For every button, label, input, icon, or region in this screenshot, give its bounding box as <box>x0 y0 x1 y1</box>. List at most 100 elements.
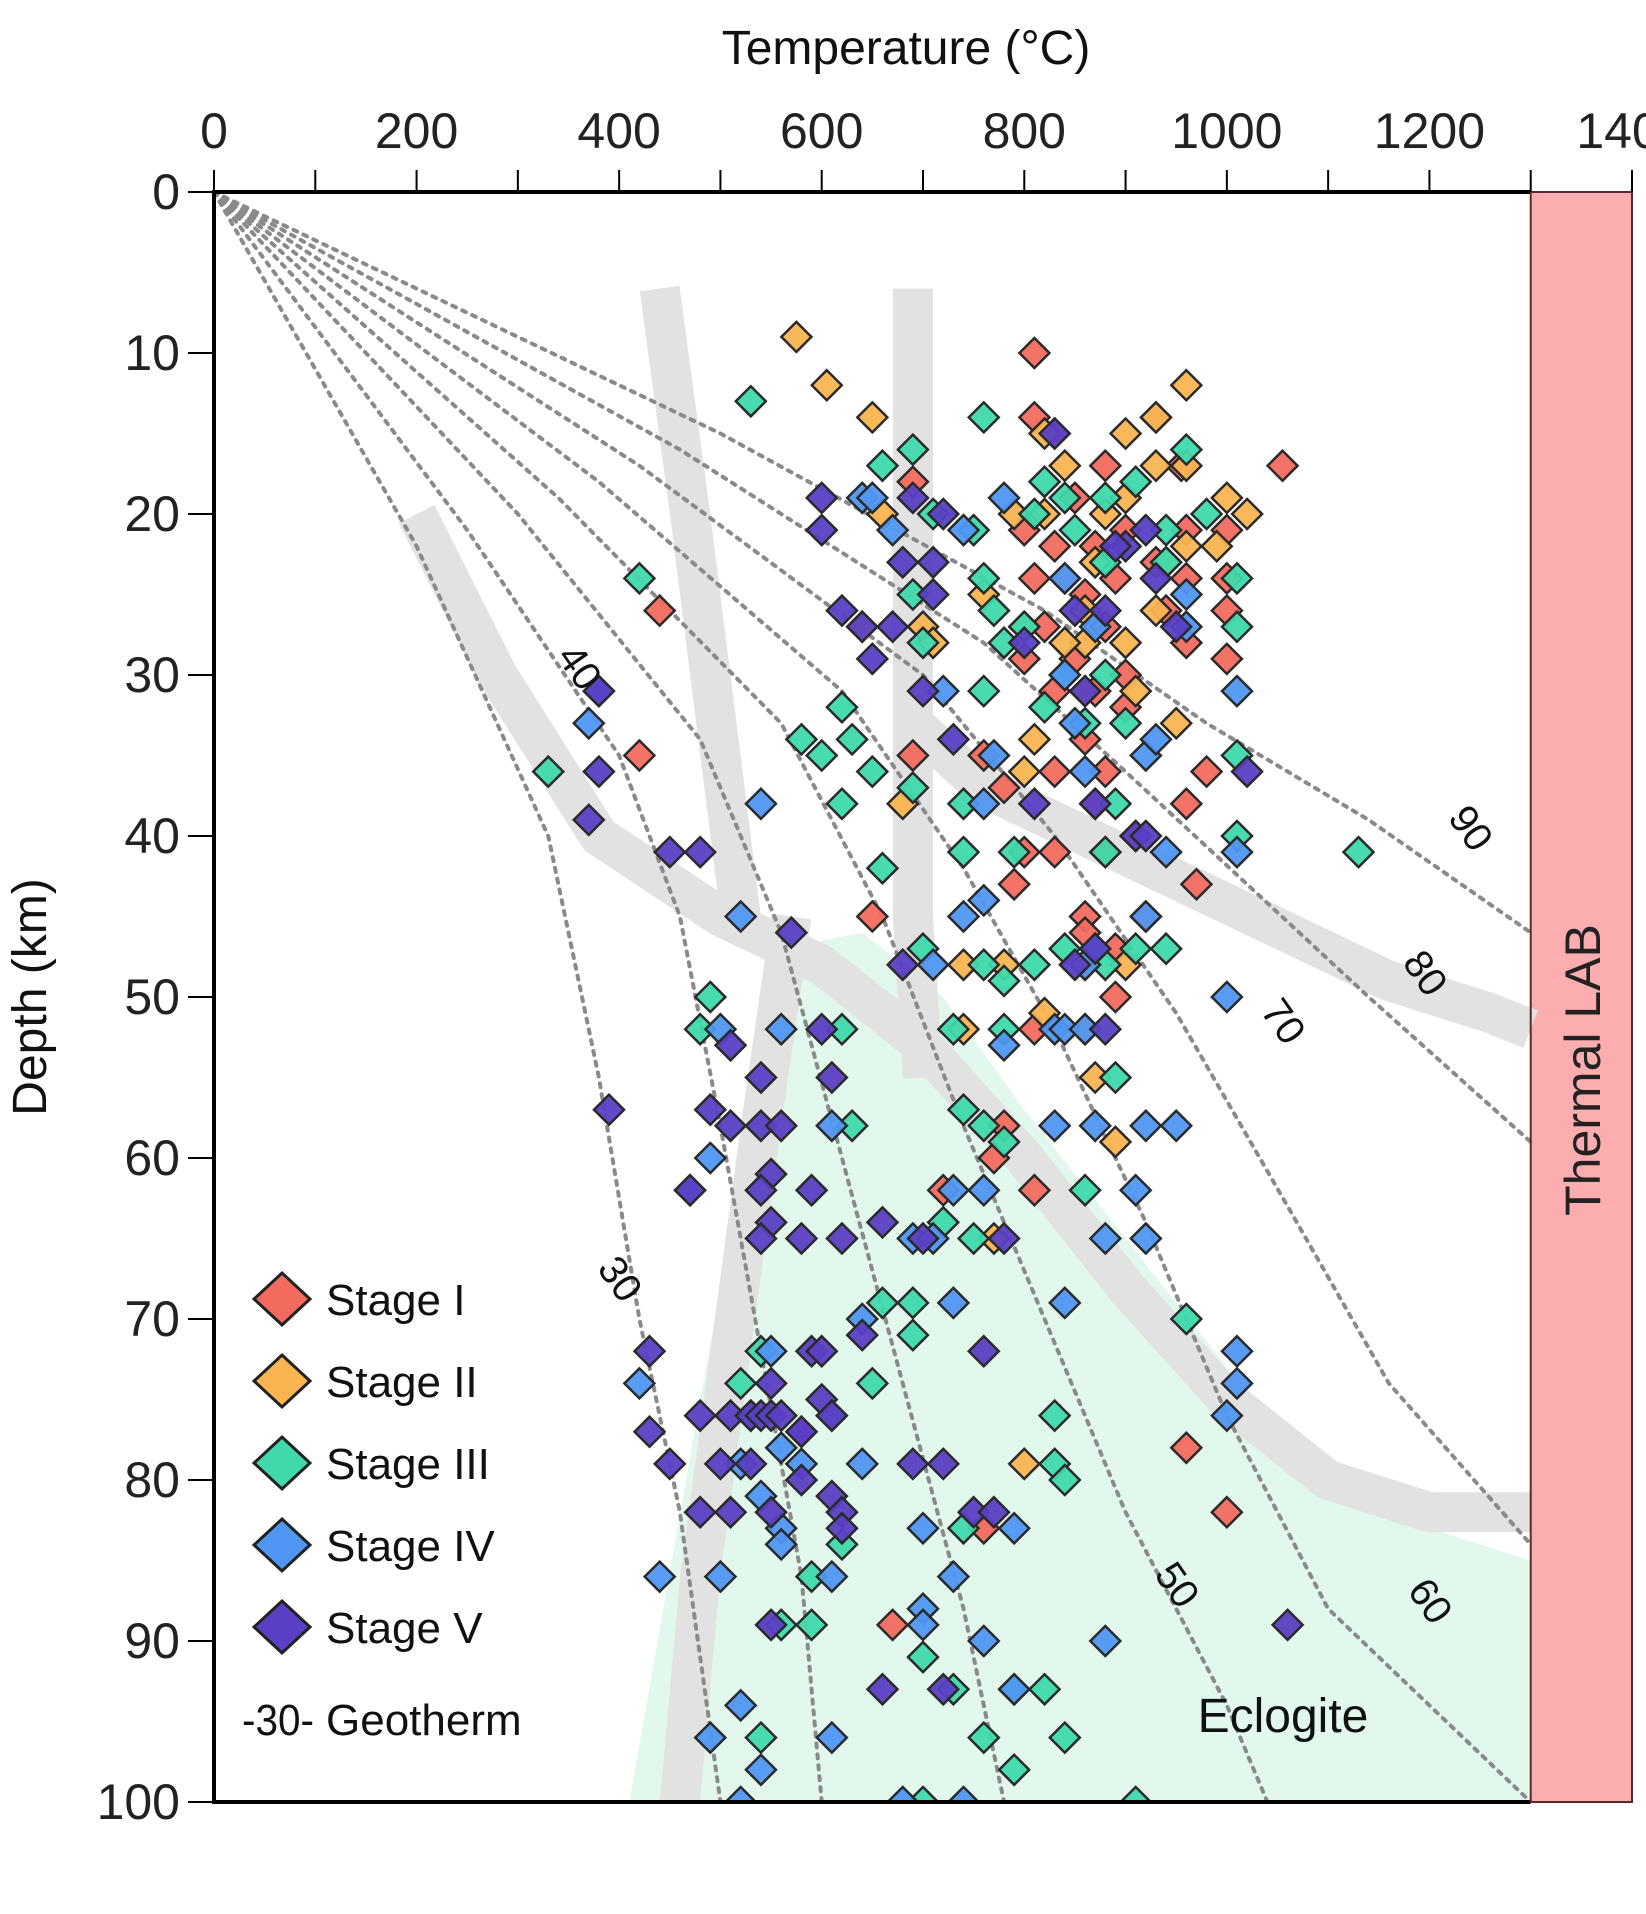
data-point-stage-iv <box>855 481 890 515</box>
data-point-stage-v <box>703 1447 738 1481</box>
data-point-stage-v <box>815 1398 849 1433</box>
legend-label: Stage II <box>326 1358 478 1407</box>
data-point-stage-iv <box>1129 1221 1163 1256</box>
data-point-stage-iii <box>531 754 566 789</box>
data-point-stage-v <box>632 1414 667 1449</box>
data-point-stage-v <box>754 1366 788 1401</box>
data-point-stage-i <box>855 899 890 934</box>
phase-boundary-left-upper <box>639 285 761 919</box>
data-point-stage-v <box>683 1398 717 1433</box>
data-point-stage-iii <box>1017 497 1052 531</box>
data-point-stage-v <box>926 1447 961 1481</box>
geotherm-label-70: 70 <box>1252 991 1314 1053</box>
data-point-stage-ii <box>1118 674 1153 708</box>
data-point-stage-iv <box>967 787 1001 821</box>
data-point-stage-iii <box>936 1012 971 1046</box>
data-point-stage-v <box>774 915 809 950</box>
data-point-stage-iv <box>946 513 981 547</box>
y-tick-label: 0 <box>152 164 180 220</box>
data-point-stage-i <box>1037 754 1072 789</box>
data-point-stage-ii <box>1098 1125 1133 1159</box>
data-point-stage-iii <box>1048 1720 1082 1755</box>
phase-boundary-diagonal <box>398 505 1531 1533</box>
data-point-stage-v <box>885 948 920 982</box>
data-point-stage-iv <box>875 513 910 547</box>
legend-marker-stage-iv <box>251 1516 313 1574</box>
data-point-stage-iii <box>956 1221 991 1256</box>
data-point-stage-iv <box>936 1286 971 1320</box>
data-point-stage-iv <box>1159 1109 1193 1143</box>
data-point-stage-iv <box>1118 1173 1153 1207</box>
data-point-stage-iii <box>997 1753 1031 1787</box>
data-point-stage-v <box>916 577 950 612</box>
data-point-stage-iv <box>936 1173 971 1207</box>
eclogite-region <box>629 932 1531 1802</box>
data-point-stage-iii <box>896 1286 930 1320</box>
data-point-stage-iii <box>896 432 930 467</box>
y-tick-label: 50 <box>124 969 180 1025</box>
data-point-stage-v <box>804 513 839 547</box>
data-point-stage-v <box>784 1414 819 1449</box>
data-point-stage-ii <box>1199 529 1234 563</box>
data-point-stage-iii <box>1027 690 1062 724</box>
geotherm-30 <box>214 192 723 1802</box>
legend-label: Stage III <box>326 1440 490 1489</box>
data-point-stage-v <box>1129 819 1163 853</box>
data-point-stage-iii <box>977 593 1011 628</box>
data-point-stage-iv <box>1129 1109 1163 1143</box>
data-point-stage-iii <box>865 851 900 885</box>
data-point-stage-v <box>967 1334 1001 1368</box>
data-point-stage-iii <box>1118 931 1153 966</box>
geotherm-90 <box>214 192 1533 1144</box>
eclogite-label: Eclogite <box>1198 1690 1369 1743</box>
data-point-stage-iv <box>1169 577 1204 612</box>
data-point-stage-iii <box>997 835 1031 869</box>
data-point-stage-ii <box>1048 448 1082 483</box>
data-point-stage-iv <box>764 1431 798 1465</box>
data-point-stage-iii <box>1118 1785 1153 1802</box>
data-point-stage-iv <box>1048 1286 1082 1320</box>
data-point-stage-v <box>653 1447 687 1481</box>
data-point-stage-ii <box>1169 529 1204 563</box>
data-point-stage-v <box>896 1447 930 1481</box>
data-point-stage-iii <box>987 964 1021 998</box>
data-point-stage-v <box>825 1221 859 1256</box>
data-point-stage-iv <box>967 1173 1001 1207</box>
data-point-stage-i <box>1037 835 1072 869</box>
data-point-stage-v <box>896 481 930 515</box>
data-point-stage-v <box>784 1221 819 1256</box>
data-point-stage-iv <box>723 899 758 934</box>
data-point-stage-v <box>1088 1012 1123 1046</box>
data-point-stage-v <box>916 545 950 580</box>
data-point-stage-iv <box>571 706 606 741</box>
data-point-stage-iv <box>815 1720 849 1755</box>
data-point-stage-iii <box>865 1286 900 1320</box>
data-point-stage-iv <box>1088 1624 1123 1658</box>
data-point-stage-v <box>1159 609 1193 644</box>
data-point-stage-v <box>855 642 890 676</box>
data-point-stage-iv <box>1220 1334 1254 1368</box>
data-point-stage-iii <box>835 722 869 757</box>
data-point-stage-iv <box>1149 835 1183 869</box>
data-point-stage-iv <box>1088 1221 1123 1256</box>
data-point-stage-iv <box>1068 754 1102 789</box>
data-point-stage-iii <box>1149 931 1183 966</box>
data-point-stage-iii <box>693 980 728 1014</box>
data-point-stage-i <box>896 738 930 773</box>
data-point-stage-i <box>1210 642 1244 676</box>
data-point-stage-iii <box>1048 1463 1082 1497</box>
data-point-stage-ii <box>1007 1447 1042 1481</box>
y-axis-title: Depth (km) <box>4 878 57 1115</box>
data-point-stage-iii <box>967 400 1001 435</box>
data-point-stage-ii <box>1108 626 1143 660</box>
data-point-stage-iv <box>622 1366 657 1401</box>
data-point-stage-iv <box>764 1527 798 1562</box>
data-point-stage-iii <box>1220 561 1254 596</box>
data-point-stage-iii <box>1169 432 1204 467</box>
data-point-stage-iv <box>1048 561 1082 596</box>
data-point-stage-iii <box>1098 1060 1133 1095</box>
data-point-stage-v <box>713 1495 748 1529</box>
data-point-stage-iii <box>1058 513 1092 547</box>
data-point-stage-iv <box>693 1141 728 1175</box>
